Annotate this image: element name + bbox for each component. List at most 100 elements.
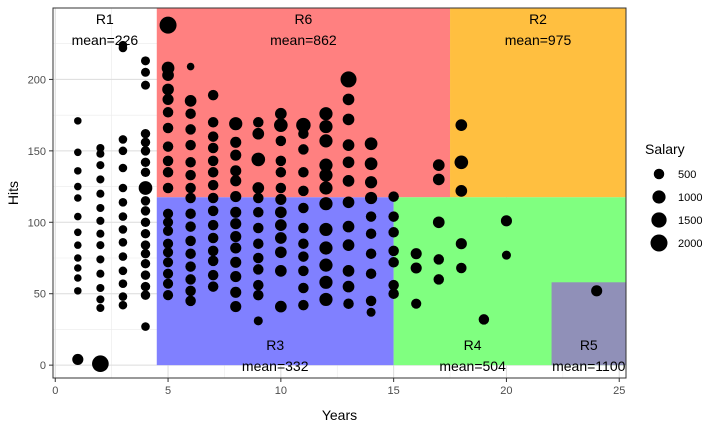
data-point — [96, 175, 105, 184]
y-tick-label: 50 — [34, 289, 46, 301]
data-point — [275, 206, 287, 219]
data-point — [410, 262, 422, 274]
data-point — [478, 314, 490, 325]
data-point — [162, 141, 174, 152]
data-point — [140, 290, 151, 300]
y-axis: 0 50 100 150 200 — [28, 74, 53, 372]
data-point — [185, 285, 196, 297]
data-point — [185, 221, 196, 232]
data-point — [118, 252, 128, 261]
y-tick-label: 150 — [28, 146, 46, 158]
data-point — [319, 158, 333, 172]
data-point — [96, 149, 105, 158]
region-label-r4: R4 — [464, 337, 482, 353]
data-point — [364, 157, 378, 171]
x-axis-title: Years — [322, 407, 357, 423]
data-point — [253, 192, 264, 204]
data-point — [274, 118, 288, 132]
data-point — [96, 241, 105, 250]
data-point — [365, 295, 377, 307]
region-mean-r3: mean=332 — [242, 358, 309, 374]
data-point — [96, 143, 105, 153]
data-point — [185, 108, 196, 119]
data-point — [162, 83, 174, 96]
data-point — [229, 117, 243, 131]
data-point — [366, 307, 376, 317]
data-point — [253, 279, 264, 291]
x-tick-label: 25 — [613, 385, 625, 397]
legend-title: Salary — [645, 141, 685, 157]
region-mean-r2: mean=975 — [505, 32, 572, 48]
data-point — [185, 274, 196, 285]
data-point — [456, 262, 467, 274]
x-tick-label: 15 — [388, 385, 400, 397]
data-point — [253, 289, 264, 301]
data-point — [185, 208, 196, 219]
data-point — [141, 322, 150, 331]
data-point — [118, 237, 128, 247]
legend-key-500 — [653, 168, 665, 180]
data-point — [185, 182, 196, 194]
data-point — [230, 231, 242, 243]
data-point — [342, 93, 355, 106]
data-point — [230, 175, 242, 187]
data-point — [140, 146, 151, 156]
data-point — [319, 134, 333, 148]
data-point — [319, 168, 333, 182]
x-axis: 0 5 10 15 20 25 — [52, 378, 625, 397]
data-point — [253, 238, 264, 249]
data-point — [140, 270, 151, 280]
data-point — [342, 139, 355, 151]
legend-key-1500 — [651, 212, 667, 228]
data-point — [275, 193, 287, 205]
data-point — [388, 288, 399, 299]
data-point — [207, 219, 219, 231]
data-point — [74, 148, 82, 157]
region-r5 — [551, 282, 626, 366]
data-point — [230, 149, 242, 161]
data-point — [433, 254, 445, 265]
data-point — [162, 69, 174, 81]
data-point — [500, 215, 512, 227]
data-point — [140, 196, 151, 206]
region-mean-r1: mean=226 — [72, 32, 139, 48]
data-point — [319, 222, 333, 237]
data-point — [118, 146, 128, 156]
data-point — [162, 268, 174, 279]
data-point — [298, 299, 309, 311]
data-point — [140, 206, 151, 216]
data-point — [96, 161, 105, 170]
data-point — [253, 252, 264, 264]
region-label-r1: R1 — [96, 11, 114, 27]
data-point — [432, 159, 445, 171]
data-point — [343, 298, 354, 309]
region-label-r3: R3 — [266, 337, 284, 353]
region-r2 — [450, 8, 626, 198]
data-point — [364, 176, 378, 189]
data-point — [184, 95, 197, 107]
data-point — [298, 185, 309, 197]
data-point — [74, 287, 82, 295]
data-point — [140, 258, 151, 269]
data-point — [207, 232, 219, 244]
data-point — [410, 248, 422, 260]
data-point — [298, 222, 309, 234]
legend-label-1500: 1500 — [678, 215, 702, 227]
data-point — [207, 281, 219, 292]
data-point — [207, 269, 219, 281]
data-point — [118, 163, 128, 173]
data-point — [185, 139, 196, 151]
data-point — [207, 192, 219, 204]
data-point — [96, 229, 105, 238]
data-point — [455, 119, 468, 131]
data-point — [319, 258, 333, 272]
data-point — [207, 245, 219, 257]
data-point — [96, 295, 105, 304]
data-point — [365, 211, 377, 222]
data-point — [207, 255, 219, 267]
data-point — [342, 156, 355, 169]
data-point — [185, 261, 196, 272]
data-point — [388, 279, 399, 291]
data-point — [275, 265, 287, 277]
data-point — [185, 295, 196, 307]
